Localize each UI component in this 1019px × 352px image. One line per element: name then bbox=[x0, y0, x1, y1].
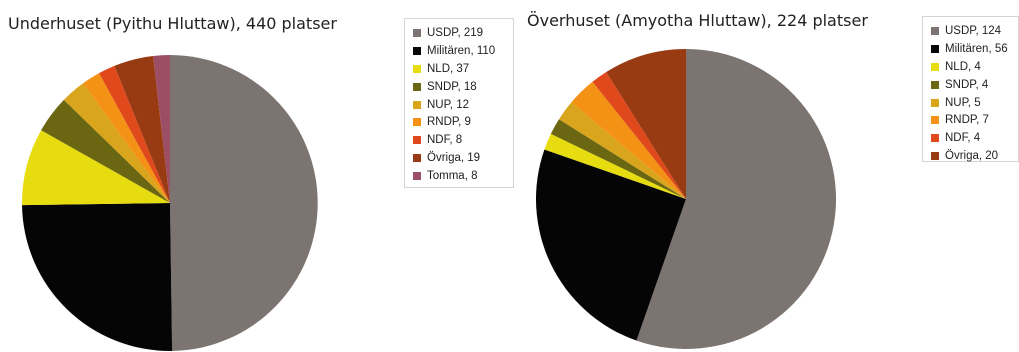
legend-swatch bbox=[413, 172, 421, 181]
legend-swatch bbox=[931, 98, 939, 107]
pie-slice-usdp bbox=[170, 55, 318, 351]
legend-label: RNDP, 7 bbox=[945, 114, 989, 127]
legend-entry-usdp: USDP, 219 bbox=[413, 24, 505, 42]
legend-label: NLD, 37 bbox=[427, 62, 470, 75]
legend-label: NLD, 4 bbox=[945, 60, 981, 73]
pie-slice-nld bbox=[544, 133, 686, 199]
legend-swatch bbox=[931, 62, 939, 71]
legend-label: SNDP, 18 bbox=[427, 80, 477, 93]
pie-slice-ovriga bbox=[114, 55, 170, 204]
legend-swatch bbox=[413, 136, 421, 145]
pie-slice-nld bbox=[22, 130, 171, 206]
legend-swatch bbox=[413, 100, 421, 109]
legend-label: Tomma, 8 bbox=[427, 170, 478, 183]
legend-label: NDF, 4 bbox=[945, 132, 981, 145]
legend-entry-sndp: SNDP, 4 bbox=[931, 76, 1010, 94]
legend-swatch bbox=[931, 80, 939, 89]
pie-slice-rndp bbox=[571, 81, 686, 199]
legend-swatch bbox=[931, 134, 939, 143]
chart-title: Underhuset (Pyithu Hluttaw), 440 platser bbox=[8, 14, 337, 33]
legend-entry-nld: NLD, 37 bbox=[413, 60, 505, 78]
legend-label: Övriga, 19 bbox=[427, 152, 481, 165]
legend-label: USDP, 219 bbox=[427, 26, 484, 39]
pie-slice-ndf bbox=[592, 71, 686, 199]
legend-swatch bbox=[413, 46, 421, 55]
legend-swatch bbox=[931, 152, 939, 161]
legend-entry-rndp: RNDP, 9 bbox=[413, 113, 505, 131]
lower-house-pie bbox=[22, 54, 318, 351]
legend-entry-ndf: NDF, 4 bbox=[931, 129, 1010, 147]
pie-slice-militaren bbox=[22, 203, 173, 351]
pie-slice-rndp bbox=[83, 73, 170, 203]
legend-swatch bbox=[931, 26, 939, 35]
legend: USDP, 219 Militären, 110 NLD, 37 SNDP, 18 NU… bbox=[404, 18, 514, 188]
chart-title: Överhuset (Amyotha Hluttaw), 224 platser bbox=[527, 11, 868, 30]
legend-entry-ovriga: Övriga, 19 bbox=[413, 149, 505, 167]
legend-swatch bbox=[413, 64, 421, 73]
legend-label: NUP, 12 bbox=[427, 98, 469, 111]
pie-slice-ovriga bbox=[606, 49, 686, 199]
legend-entry-ndf: NDF, 8 bbox=[413, 131, 505, 149]
pie-slice-sndp bbox=[550, 119, 686, 199]
lower-house-chart: Underhuset (Pyithu Hluttaw), 440 platser… bbox=[8, 14, 514, 351]
legend-label: SNDP, 4 bbox=[945, 78, 989, 91]
legend-label: Militären, 56 bbox=[945, 42, 1008, 55]
legend-swatch bbox=[413, 154, 421, 163]
legend-entry-nup: NUP, 5 bbox=[931, 94, 1010, 112]
legend-swatch bbox=[413, 82, 421, 91]
upper-house-pie bbox=[536, 48, 837, 349]
pie-slice-ndf bbox=[99, 65, 170, 203]
legend-entry-tomma: Tomma, 8 bbox=[413, 167, 505, 185]
legend-entry-sndp: SNDP, 18 bbox=[413, 78, 505, 96]
pie-slice-usdp bbox=[636, 48, 837, 349]
legend-swatch bbox=[413, 118, 421, 127]
pie-slice-militaren bbox=[536, 149, 686, 341]
pie-slice-nup bbox=[63, 83, 170, 203]
pie-slice-nup bbox=[558, 102, 686, 199]
legend-swatch bbox=[931, 44, 939, 53]
legend-label: RNDP, 9 bbox=[427, 116, 471, 129]
legend-entry-militaren: Militären, 110 bbox=[413, 42, 505, 60]
legend-entry-rndp: RNDP, 7 bbox=[931, 111, 1010, 129]
upper-house-chart: Överhuset (Amyotha Hluttaw), 224 platser… bbox=[515, 0, 1019, 352]
legend-entry-militaren: Militären, 56 bbox=[931, 40, 1010, 58]
legend-label: NUP, 5 bbox=[945, 96, 981, 109]
legend-label: Övriga, 20 bbox=[945, 150, 999, 163]
legend-label: NDF, 8 bbox=[427, 134, 463, 147]
legend-swatch bbox=[931, 116, 939, 125]
pie-slice-tomma bbox=[153, 54, 170, 203]
legend: USDP, 124 Militären, 56 NLD, 4 SNDP, 4 NUP, … bbox=[922, 16, 1019, 162]
legend-entry-ovriga: Övriga, 20 bbox=[931, 147, 1010, 165]
legend-label: Militären, 110 bbox=[427, 44, 496, 57]
legend-swatch bbox=[413, 28, 421, 37]
legend-entry-usdp: USDP, 124 bbox=[931, 22, 1010, 40]
pie-slice-sndp bbox=[41, 99, 170, 203]
legend-label: USDP, 124 bbox=[945, 24, 1002, 37]
legend-entry-nld: NLD, 4 bbox=[931, 58, 1010, 76]
legend-entry-nup: NUP, 12 bbox=[413, 96, 505, 114]
